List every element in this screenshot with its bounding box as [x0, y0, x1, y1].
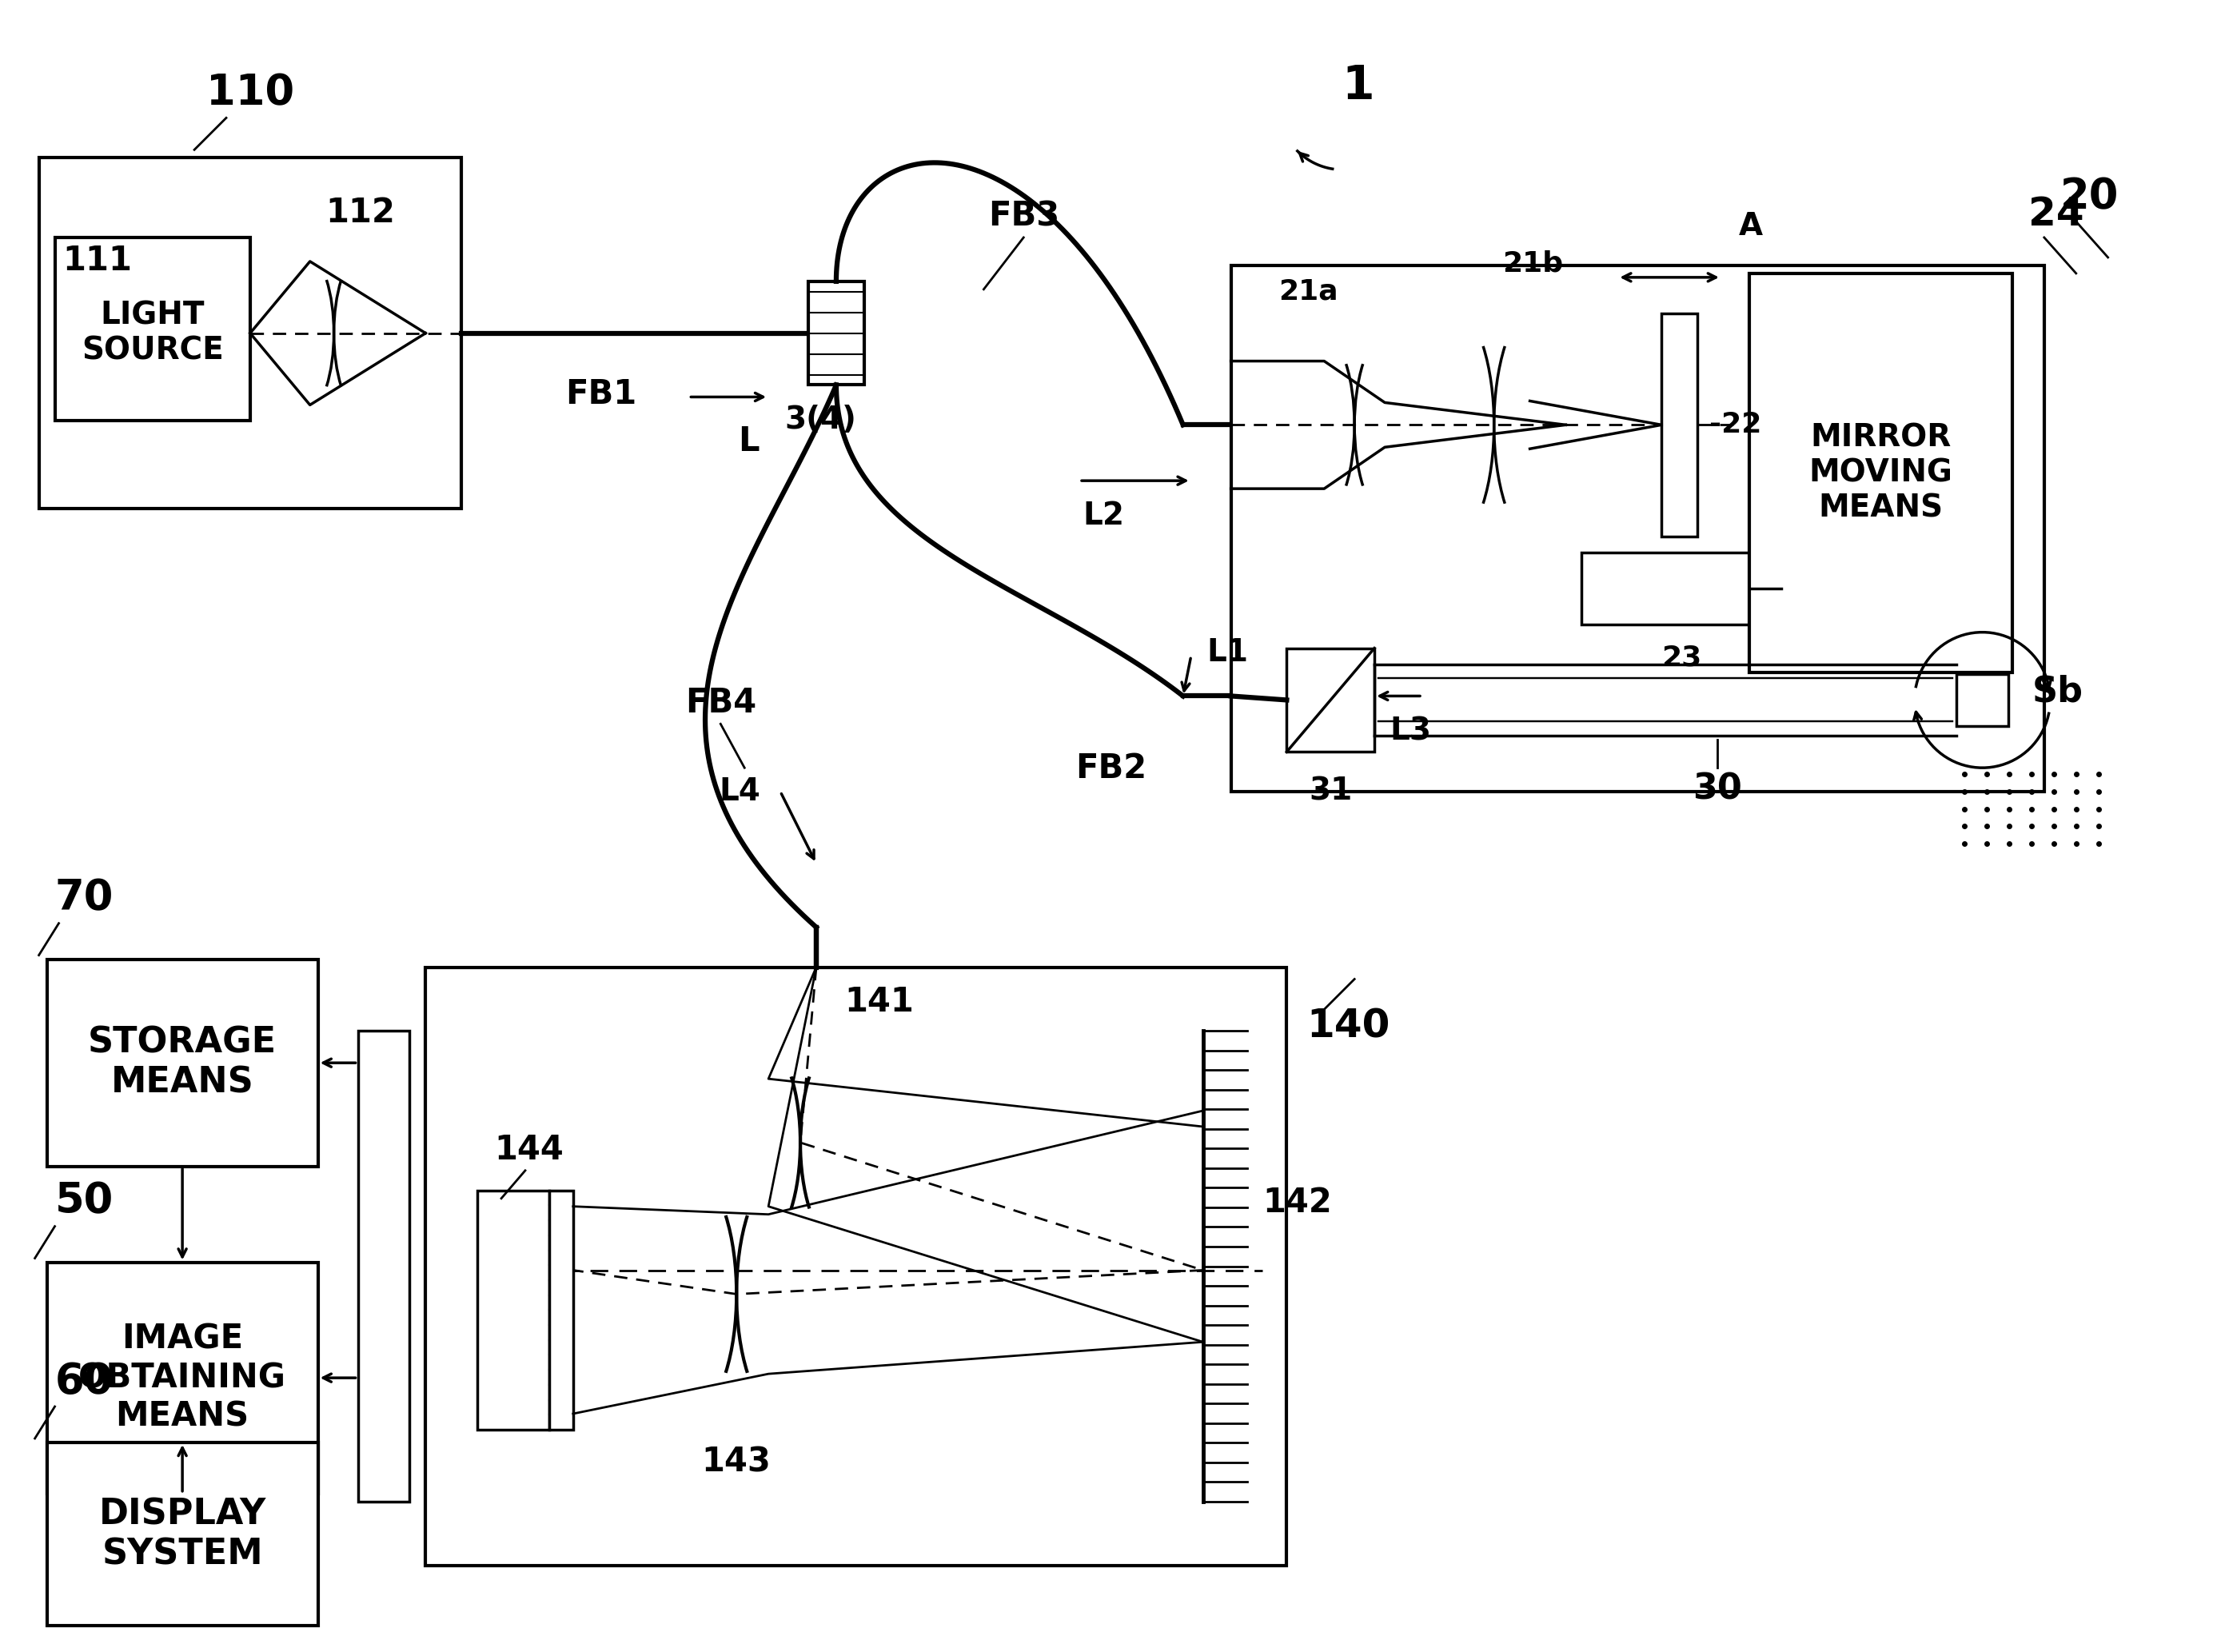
Text: 20: 20: [2060, 177, 2118, 218]
Bar: [808, 281, 863, 385]
Bar: [1748, 273, 2012, 672]
Text: IMAGE
OBTAINING
MEANS: IMAGE OBTAINING MEANS: [77, 1322, 285, 1434]
Text: 140: 140: [1306, 1008, 1390, 1046]
Text: FB4: FB4: [686, 686, 757, 720]
Text: 111: 111: [62, 244, 133, 278]
Text: A: A: [1739, 211, 1764, 241]
Text: MIRROR
MOVING
MEANS: MIRROR MOVING MEANS: [1808, 423, 1952, 524]
Text: LIGHT
SOURCE: LIGHT SOURCE: [82, 301, 224, 367]
Text: 3(4): 3(4): [783, 405, 856, 436]
Text: L: L: [737, 425, 759, 459]
Text: FB3: FB3: [987, 200, 1060, 233]
Text: 50: 50: [55, 1181, 113, 1222]
Text: 24: 24: [2029, 195, 2085, 233]
Text: -22: -22: [1708, 411, 1762, 438]
Text: STORAGE
MEANS: STORAGE MEANS: [89, 1026, 277, 1100]
Bar: [46, 1442, 319, 1626]
Bar: [478, 1191, 549, 1429]
Text: 31: 31: [1308, 776, 1352, 806]
Text: 70: 70: [55, 877, 113, 919]
Text: 30: 30: [1693, 771, 1742, 806]
Text: 144: 144: [493, 1133, 564, 1166]
Text: DISPLAY
SYSTEM: DISPLAY SYSTEM: [100, 1497, 266, 1571]
Bar: [549, 1191, 573, 1429]
Bar: [1582, 552, 1781, 624]
Bar: [1230, 266, 2045, 791]
Text: 23: 23: [1662, 644, 1702, 671]
Text: L4: L4: [719, 776, 761, 806]
Bar: [55, 238, 250, 421]
Text: 112: 112: [325, 197, 396, 230]
Bar: [425, 966, 1286, 1564]
Text: 60: 60: [55, 1361, 113, 1403]
Text: 1: 1: [1343, 63, 1374, 109]
Text: L3: L3: [1390, 715, 1432, 747]
Text: 21b: 21b: [1503, 249, 1562, 278]
Text: 110: 110: [206, 73, 294, 114]
Text: 141: 141: [843, 985, 914, 1019]
Text: Sb: Sb: [2032, 674, 2082, 709]
Text: FB2: FB2: [1076, 752, 1146, 785]
Text: 142: 142: [1264, 1186, 1332, 1219]
Bar: [1662, 314, 1697, 537]
Text: L1: L1: [1206, 638, 1248, 667]
Text: L2: L2: [1082, 501, 1124, 530]
Text: 143: 143: [702, 1446, 772, 1479]
Bar: [1286, 648, 1374, 752]
Bar: [40, 157, 463, 509]
Text: FB1: FB1: [564, 377, 637, 411]
Bar: [1956, 674, 2007, 725]
Bar: [46, 960, 319, 1166]
Bar: [46, 1262, 319, 1493]
Bar: [359, 1031, 409, 1502]
Text: 21a: 21a: [1279, 278, 1339, 306]
